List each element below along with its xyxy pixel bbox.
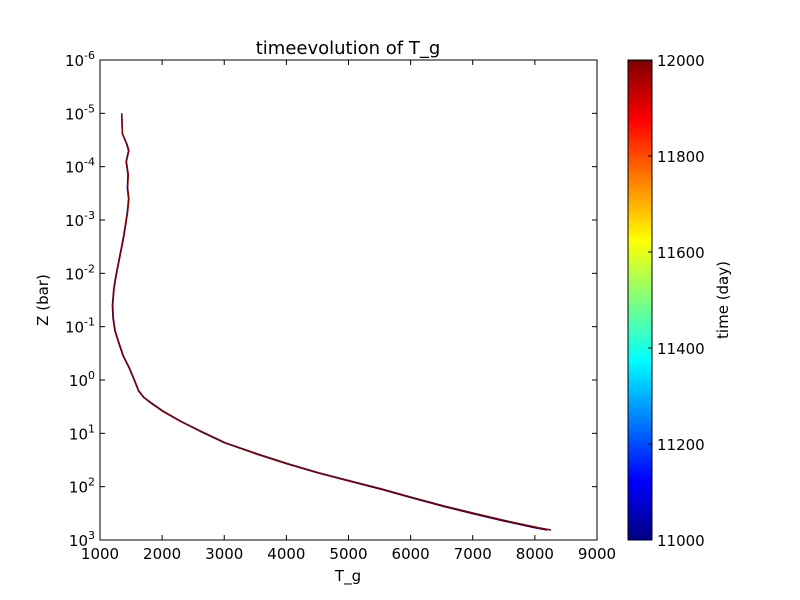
plot-area: 1000 2000 3000 4000 5000 6000 7000 8000 9000 10-…	[65, 49, 616, 563]
y-tick-label: 100	[69, 369, 95, 390]
x-tick-label: 7000	[454, 545, 492, 563]
colorbar-tick-label: 11000	[657, 532, 705, 550]
y-tick-label: 103	[69, 529, 95, 550]
series-layer	[111, 113, 552, 531]
x-tick-label: 5000	[329, 545, 367, 563]
x-tick-label: 6000	[392, 545, 430, 563]
colorbar-tick-label: 11800	[657, 148, 705, 166]
x-tick-label: 8000	[516, 545, 554, 563]
y-tick-label: 10-2	[65, 262, 95, 283]
x-tick-label: 2000	[143, 545, 181, 563]
colorbar-tick-label: 11400	[657, 340, 705, 358]
y-tick-label: 10-1	[65, 316, 95, 337]
colorbar-label: time (day)	[714, 261, 732, 339]
y-axis-label: Z (bar)	[34, 274, 52, 326]
colorbar-tick-label: 12000	[657, 52, 705, 70]
colorbar-gradient	[627, 59, 653, 541]
y-tick-label: 10-5	[65, 102, 95, 123]
colorbar: 11000 11200 11400 11600 11800 12000 time (day…	[627, 52, 732, 550]
x-axis-label: T_g	[334, 567, 361, 586]
colorbar-tick-label: 11600	[657, 244, 705, 262]
y-axis-ticks: 10-6 10-5 10-4 10-3 10-2 10-1 100 101 102 103	[65, 49, 597, 550]
x-axis-ticks: 1000 2000 3000 4000 5000 6000 7000 8000 9000	[81, 60, 616, 563]
y-tick-label: 10-3	[65, 209, 95, 230]
colorbar-tick-label: 11200	[657, 436, 705, 454]
x-tick-label: 3000	[205, 545, 243, 563]
y-tick-label: 101	[69, 422, 95, 443]
series-line-2	[111, 113, 552, 531]
x-tick-label: 4000	[267, 545, 305, 563]
y-tick-label: 10-6	[65, 49, 95, 70]
y-tick-label: 102	[69, 476, 95, 497]
colorbar-ticks: 11000 11200 11400 11600 11800 12000	[648, 52, 705, 550]
plot-frame	[99, 59, 598, 541]
x-tick-label: 1000	[81, 545, 119, 563]
x-tick-label: 9000	[578, 545, 616, 563]
chart-title: timeevolution of T_g	[256, 38, 441, 59]
y-tick-label: 10-4	[65, 156, 95, 177]
